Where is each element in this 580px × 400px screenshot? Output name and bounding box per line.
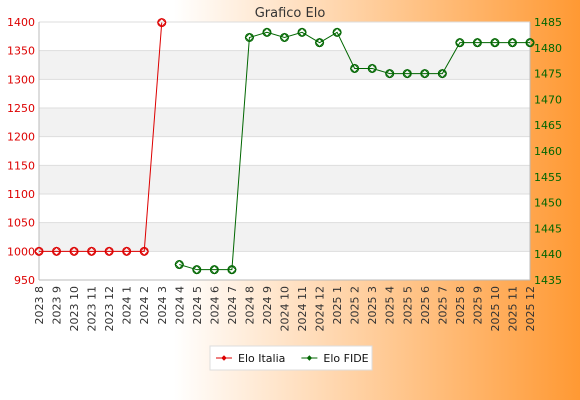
x-axis-tick-label: 2025 5 bbox=[401, 286, 414, 325]
right-axis-tick-label: 1485 bbox=[534, 16, 562, 29]
grid-band bbox=[39, 50, 530, 80]
data-point-circle bbox=[227, 265, 237, 275]
legend-marker bbox=[306, 355, 313, 361]
x-axis-tick-label: 2025 3 bbox=[366, 286, 379, 325]
x-axis-tick-label: 2025 12 bbox=[524, 286, 537, 332]
left-axis-tick-label: 1100 bbox=[7, 188, 35, 201]
x-axis-tick-label: 2025 9 bbox=[471, 286, 484, 325]
legend-label: Elo FIDE bbox=[323, 352, 368, 365]
right-axis-tick-label: 1480 bbox=[534, 42, 562, 55]
legend-marker bbox=[221, 355, 227, 361]
data-point-circle bbox=[367, 63, 377, 73]
right-axis-tick-label: 1435 bbox=[534, 274, 562, 287]
data-point-circle bbox=[174, 260, 184, 270]
data-point-circle bbox=[192, 265, 202, 275]
left-axis-tick-label: 1000 bbox=[7, 245, 35, 258]
right-axis-tick-label: 1450 bbox=[534, 197, 562, 210]
data-point-circle bbox=[315, 38, 325, 48]
data-point-circle bbox=[69, 246, 79, 256]
x-axis-tick-label: 2024 12 bbox=[314, 286, 327, 332]
left-axis-tick-label: 1400 bbox=[7, 16, 35, 29]
x-axis-tick-label: 2024 6 bbox=[208, 286, 221, 325]
data-point-circle bbox=[244, 32, 254, 42]
data-point-circle bbox=[87, 246, 97, 256]
left-axis-tick-label: 1200 bbox=[7, 131, 35, 144]
x-axis-tick-label: 2025 7 bbox=[436, 286, 449, 325]
x-axis-tick-label: 2025 1 bbox=[331, 286, 344, 325]
series-line bbox=[179, 31, 530, 271]
x-axis-tick-label: 2023 12 bbox=[103, 286, 116, 332]
data-point-circle bbox=[139, 246, 149, 256]
right-axis-tick-label: 1475 bbox=[534, 68, 562, 81]
data-point-circle bbox=[262, 27, 272, 37]
x-axis-tick-label: 2023 8 bbox=[33, 286, 46, 325]
data-point-circle bbox=[297, 27, 307, 37]
left-axis-tick-label: 950 bbox=[14, 274, 35, 287]
right-axis-tick-label: 1445 bbox=[534, 222, 562, 235]
data-point-circle bbox=[209, 265, 219, 275]
data-point-circle bbox=[385, 69, 395, 79]
right-axis-tick-label: 1440 bbox=[534, 248, 562, 261]
grid-band bbox=[39, 165, 530, 194]
x-axis-tick-label: 2024 8 bbox=[243, 286, 256, 325]
grid-band bbox=[39, 108, 530, 137]
data-point-circle bbox=[104, 246, 114, 256]
left-axis-tick-label: 1300 bbox=[7, 73, 35, 86]
data-point-circle bbox=[157, 18, 167, 28]
x-axis-tick-label: 2024 10 bbox=[279, 286, 292, 332]
data-point-circle bbox=[402, 69, 412, 79]
data-point-circle bbox=[34, 246, 44, 256]
data-point-circle bbox=[507, 38, 517, 48]
left-axis-tick-label: 1050 bbox=[7, 217, 35, 230]
data-point-circle bbox=[472, 38, 482, 48]
x-axis-tick-label: 2025 8 bbox=[454, 286, 467, 325]
x-axis-tick-label: 2024 5 bbox=[191, 286, 204, 325]
x-axis-tick-label: 2024 2 bbox=[138, 286, 151, 325]
chart-title: Grafico Elo bbox=[255, 6, 326, 21]
grid-band bbox=[39, 222, 530, 252]
x-axis-tick-label: 2024 3 bbox=[156, 286, 169, 325]
data-point-circle bbox=[122, 246, 132, 256]
legend-box bbox=[209, 345, 373, 371]
legend-label: Elo Italia bbox=[238, 352, 285, 365]
left-axis-tick-label: 1250 bbox=[7, 102, 35, 115]
x-axis-tick-label: 2025 4 bbox=[384, 286, 397, 325]
data-point-circle bbox=[490, 38, 500, 48]
right-axis-tick-label: 1465 bbox=[534, 119, 562, 132]
right-axis-tick-label: 1470 bbox=[534, 93, 562, 106]
x-axis-tick-label: 2024 7 bbox=[226, 286, 239, 325]
x-axis-tick-label: 2025 2 bbox=[349, 286, 362, 325]
x-axis-tick-label: 2024 4 bbox=[173, 286, 186, 325]
x-axis-tick-label: 2024 1 bbox=[121, 286, 134, 325]
x-axis-tick-label: 2023 9 bbox=[51, 286, 64, 325]
x-axis-tick-label: 2023 10 bbox=[68, 286, 81, 332]
right-axis-tick-label: 1460 bbox=[534, 145, 562, 158]
x-axis-tick-label: 2025 10 bbox=[489, 286, 502, 332]
left-axis-tick-label: 1150 bbox=[7, 159, 35, 172]
x-axis-tick-label: 2025 6 bbox=[419, 286, 432, 325]
data-point-circle bbox=[350, 63, 360, 73]
left-axis-tick-label: 1350 bbox=[7, 45, 35, 58]
data-point-circle bbox=[420, 69, 430, 79]
x-axis-tick-label: 2025 11 bbox=[506, 286, 519, 332]
data-point-circle bbox=[455, 38, 465, 48]
right-axis-tick-label: 1455 bbox=[534, 171, 562, 184]
x-axis-tick-label: 2023 11 bbox=[86, 286, 99, 332]
data-point-circle bbox=[437, 69, 447, 79]
series-line bbox=[39, 22, 163, 252]
x-axis-tick-label: 2024 11 bbox=[296, 286, 309, 332]
data-point-circle bbox=[525, 38, 535, 48]
data-point-circle bbox=[332, 27, 342, 37]
data-point-circle bbox=[52, 246, 62, 256]
x-axis-tick-label: 2024 9 bbox=[261, 286, 274, 325]
data-point-circle bbox=[280, 32, 289, 42]
